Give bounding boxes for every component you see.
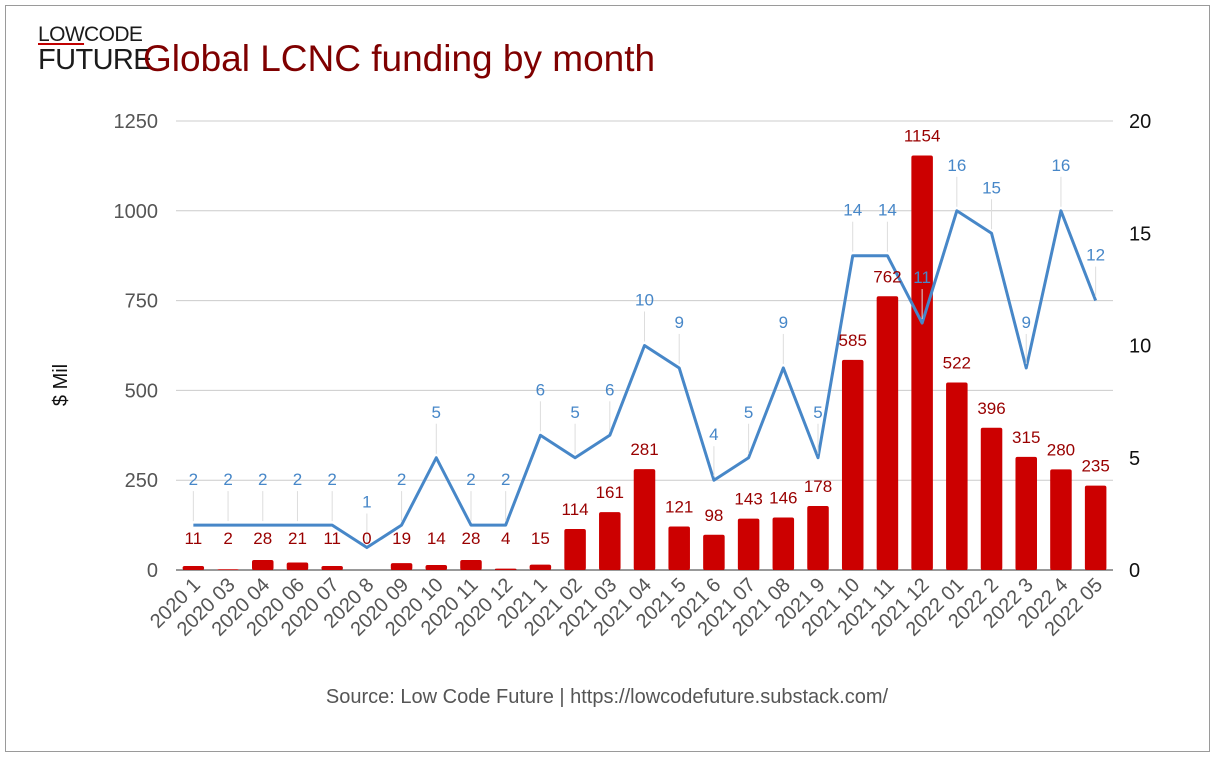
funding-bar bbox=[599, 512, 621, 570]
y-tick-label: 1250 bbox=[114, 111, 159, 133]
funding-data-label: 235 bbox=[1081, 457, 1109, 476]
funding-data-label: 161 bbox=[596, 483, 624, 502]
deals-data-label: 16 bbox=[947, 156, 966, 175]
funding-bar bbox=[668, 526, 690, 570]
deals-data-label: 5 bbox=[432, 403, 441, 422]
deals-data-label: 9 bbox=[674, 313, 683, 332]
deals-data-label: 2 bbox=[189, 470, 198, 489]
funding-bar bbox=[1015, 456, 1037, 570]
deals-data-label: 2 bbox=[223, 470, 232, 489]
funding-data-label: 281 bbox=[630, 440, 658, 459]
y2-tick-label: 5 bbox=[1129, 448, 1140, 470]
funding-bar bbox=[494, 568, 517, 570]
y-tick-label: 500 bbox=[125, 380, 158, 402]
deals-line bbox=[193, 209, 1098, 550]
y-tick-label: 1000 bbox=[114, 201, 159, 223]
funding-data-label: 178 bbox=[804, 477, 832, 496]
deals-data-label: 9 bbox=[1022, 313, 1031, 332]
funding-bar bbox=[1050, 469, 1072, 570]
funding-data-label: 146 bbox=[769, 489, 797, 508]
y2-tick-label: 0 bbox=[1129, 560, 1140, 582]
funding-data-label: 762 bbox=[873, 267, 901, 286]
y2-tick-label: 20 bbox=[1129, 111, 1151, 133]
source-note: Source: Low Code Future | https://lowcod… bbox=[325, 686, 889, 708]
funding-data-label: 0 bbox=[362, 529, 371, 548]
funding-bar bbox=[564, 529, 586, 570]
funding-data-label: 522 bbox=[943, 353, 971, 372]
funding-data-label: 315 bbox=[1012, 428, 1040, 447]
funding-bar bbox=[946, 382, 968, 570]
funding-data-label: 28 bbox=[462, 529, 481, 548]
funding-data-label: 585 bbox=[839, 331, 867, 350]
funding-data-label: 98 bbox=[704, 506, 723, 525]
y-tick-label: 250 bbox=[125, 470, 158, 492]
funding-bar bbox=[460, 559, 482, 570]
funding-bar bbox=[737, 518, 760, 570]
funding-bar bbox=[703, 534, 725, 570]
funding-data-label: 114 bbox=[562, 500, 589, 519]
deals-data-label: 16 bbox=[1051, 156, 1070, 175]
deals-data-label: 10 bbox=[635, 291, 654, 310]
funding-bar bbox=[425, 564, 448, 570]
funding-bar bbox=[321, 566, 343, 570]
funding-bar bbox=[633, 469, 656, 570]
deals-data-label: 2 bbox=[258, 470, 267, 489]
chart-frame bbox=[5, 5, 1210, 752]
funding-data-label: 143 bbox=[734, 490, 762, 509]
deals-data-label: 1 bbox=[362, 493, 371, 512]
deals-data-label: 2 bbox=[501, 470, 510, 489]
deals-data-label: 4 bbox=[709, 425, 718, 444]
deals-data-label: 2 bbox=[466, 470, 475, 489]
funding-bar bbox=[876, 296, 899, 570]
deals-data-label: 6 bbox=[536, 380, 545, 399]
funding-data-label: 14 bbox=[427, 529, 446, 548]
deals-data-label: 5 bbox=[813, 403, 822, 422]
deals-data-label: 11 bbox=[913, 268, 931, 287]
funding-bar bbox=[182, 566, 205, 570]
funding-data-label: 280 bbox=[1047, 440, 1075, 459]
deals-data-label: 5 bbox=[744, 403, 753, 422]
funding-bar bbox=[841, 359, 864, 570]
funding-data-label: 21 bbox=[288, 529, 307, 548]
deals-data-label: 6 bbox=[605, 380, 614, 399]
chart-title: Global LCNC funding by month bbox=[143, 38, 656, 79]
funding-bar bbox=[980, 427, 1003, 570]
y2-tick-label: 10 bbox=[1129, 336, 1151, 358]
funding-bar bbox=[217, 569, 239, 570]
y-tick-label: 0 bbox=[147, 560, 158, 582]
funding-data-label: 121 bbox=[665, 498, 693, 517]
deals-data-label: 15 bbox=[982, 178, 1001, 197]
deals-data-label: 5 bbox=[570, 403, 579, 422]
funding-bar bbox=[529, 564, 552, 570]
funding-bar bbox=[772, 517, 795, 570]
funding-bar bbox=[286, 562, 309, 570]
deals-data-label: 2 bbox=[327, 470, 336, 489]
funding-bar bbox=[1084, 485, 1107, 570]
y-axis-label: $ Mil bbox=[50, 364, 72, 406]
funding-data-label: 15 bbox=[531, 529, 550, 548]
funding-data-label: 396 bbox=[977, 399, 1005, 418]
y2-tick-label: 15 bbox=[1129, 223, 1151, 245]
deals-data-label: 14 bbox=[878, 201, 897, 220]
funding-bar bbox=[807, 506, 829, 570]
deals-data-label: 2 bbox=[293, 470, 302, 489]
funding-bar bbox=[252, 559, 274, 570]
y-tick-label: 750 bbox=[125, 291, 158, 313]
deals-data-label: 9 bbox=[779, 313, 788, 332]
funding-data-label: 11 bbox=[323, 529, 341, 548]
funding-data-label: 28 bbox=[253, 529, 272, 548]
funding-data-label: 19 bbox=[392, 529, 411, 548]
deals-data-label: 14 bbox=[843, 201, 862, 220]
funding-data-label: 4 bbox=[501, 529, 510, 548]
deals-data-label: 12 bbox=[1086, 246, 1105, 265]
funding-bar bbox=[390, 563, 413, 570]
funding-bar bbox=[911, 155, 933, 570]
logo-line-1: LOWCODE bbox=[38, 23, 143, 46]
funding-data-label: 2 bbox=[223, 529, 232, 548]
deals-data-label: 2 bbox=[397, 470, 406, 489]
funding-data-label: 1154 bbox=[904, 126, 941, 145]
funding-data-label: 11 bbox=[185, 529, 203, 548]
